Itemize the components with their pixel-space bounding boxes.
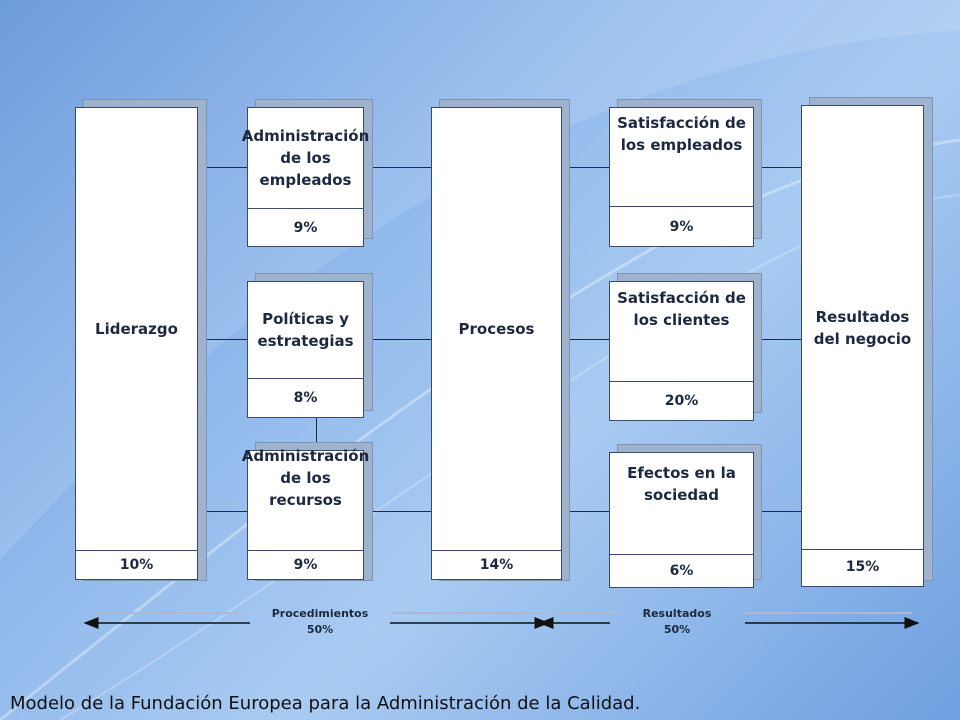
resultados-negocio-box: Resultados del negocio 15% <box>801 105 924 587</box>
adm-empleados-pct: 9% <box>293 219 318 236</box>
resultados-footer: Resultados 50% <box>612 606 742 638</box>
efectos-separator <box>610 554 753 555</box>
adm-recursos-label: Administración de los recursos <box>241 447 370 509</box>
procedimientos-footer-pct: 50% <box>306 623 334 636</box>
procesos-box: Procesos 14% <box>431 107 562 580</box>
procedimientos-footer: Procedimientos 50% <box>252 606 388 638</box>
resultados-negocio-pct: 15% <box>845 559 880 575</box>
liderazgo-box: Liderazgo 10% <box>75 107 198 580</box>
politicas-box: Políticas y estrategias 8% <box>247 281 364 418</box>
adm-recursos-pct: 9% <box>293 557 318 573</box>
sat-clientes-separator <box>610 381 753 382</box>
resultados-footer-label: Resultados <box>642 607 712 620</box>
resultados-negocio-label: Resultados del negocio <box>813 308 912 348</box>
procesos-separator <box>432 550 561 551</box>
politicas-separator <box>248 378 363 379</box>
connector-line <box>753 167 801 168</box>
connector-line <box>561 339 609 340</box>
connector-line <box>561 511 609 512</box>
adm-empleados-label: Administración de los empleados <box>241 127 370 189</box>
connector-line <box>197 167 247 168</box>
sat-empleados-pct: 9% <box>669 218 694 235</box>
connector-line <box>363 167 431 168</box>
sat-empleados-label: Satisfacción de los empleados <box>617 114 746 154</box>
connector-line <box>561 167 609 168</box>
connector-line <box>197 511 247 512</box>
procesos-pct: 14% <box>479 557 514 573</box>
procesos-label: Procesos <box>458 320 535 338</box>
procedimientos-footer-label: Procedimientos <box>271 607 369 620</box>
sat-clientes-box: Satisfacción de los clientes 20% <box>609 281 754 421</box>
sat-clientes-label: Satisfacción de los clientes <box>617 289 746 329</box>
resultados-footer-pct: 50% <box>663 623 691 636</box>
adm-recursos-box: Administración de los recursos 9% <box>241 447 370 580</box>
connector-line <box>753 339 801 340</box>
liderazgo-label: Liderazgo <box>95 320 178 338</box>
adm-empleados-box: Administración de los empleados 9% <box>241 107 370 247</box>
connector-line <box>197 339 247 340</box>
politicas-pct: 8% <box>293 390 318 406</box>
connector-line <box>363 511 431 512</box>
efectos-pct: 6% <box>669 563 694 579</box>
adm-empleados-separator <box>248 208 363 209</box>
sat-empleados-separator <box>610 206 753 207</box>
politicas-label: Políticas y estrategias <box>257 310 354 350</box>
caption: Modelo de la Fundación Europea para la A… <box>10 693 641 714</box>
sat-empleados-box: Satisfacción de los empleados 9% <box>609 107 754 247</box>
liderazgo-separator <box>76 550 197 551</box>
adm-recursos-separator <box>248 550 363 551</box>
efectos-box: Efectos en la sociedad 6% <box>609 452 754 588</box>
sat-clientes-pct: 20% <box>664 393 699 409</box>
resultados-negocio-separator <box>802 549 923 550</box>
connector-line-vertical <box>316 417 317 450</box>
efectos-label: Efectos en la sociedad <box>627 464 736 504</box>
connector-line <box>363 339 431 340</box>
liderazgo-pct: 10% <box>119 557 154 573</box>
connector-line <box>753 511 801 512</box>
